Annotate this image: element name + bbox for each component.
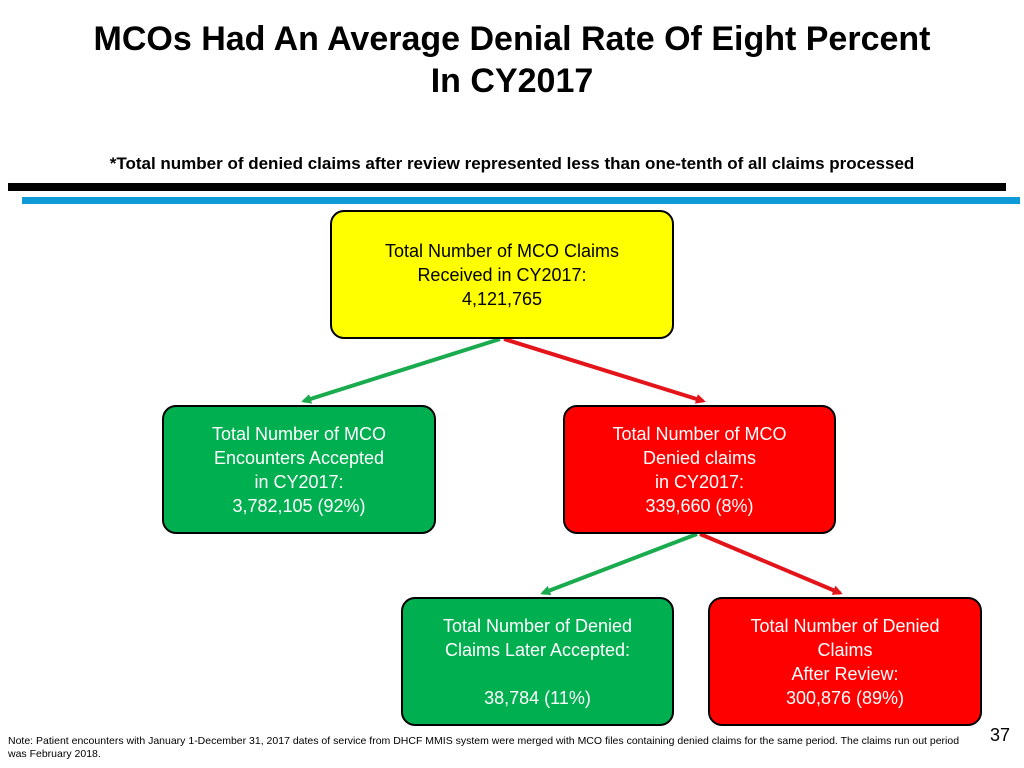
box-text-line: 300,876 (89%) (785, 687, 905, 708)
box-text-line: After Review: (791, 663, 899, 684)
claims-received-box: Total Number of MCO Claims Received in C… (330, 210, 674, 339)
footnote: Note: Patient encounters with January 1-… (8, 735, 960, 760)
box-text-line: in CY2017: (654, 471, 745, 492)
box-text-line: Total Number of MCO Claims (384, 240, 620, 261)
black-divider (8, 183, 1006, 191)
denied-later-accepted-box: Total Number of Denied Claims Later Acce… (401, 597, 674, 726)
slide-subtitle: *Total number of denied claims after rev… (109, 154, 915, 173)
box-text-line: Total Number of Denied (442, 615, 633, 636)
box-text-line: 4,121,765 (461, 288, 543, 309)
box-text-line: 339,660 (8%) (645, 495, 754, 516)
slide-title-line-1: MCOs Had An Average Denial Rate Of Eight… (93, 20, 931, 58)
box-text-line: Encounters Accepted (213, 447, 385, 468)
denied-after-review-box: Total Number of Denied Claims After Revi… (708, 597, 982, 726)
box-text-line: Total Number of MCO (211, 423, 387, 444)
arrow-denied-to-after-review (699, 532, 843, 595)
denied-claims-box: Total Number of MCO Denied claims in CY2… (563, 405, 836, 534)
box-text-line: Claims (817, 639, 873, 660)
arrow-received-to-accepted (301, 337, 501, 404)
page-number: 37 (990, 725, 1011, 745)
box-text-line: Total Number of MCO (612, 423, 787, 444)
box-text-line: Denied claims (642, 447, 757, 468)
box-text-line: Received in CY2017: (417, 264, 587, 285)
slide-title: MCOs Had An Average Denial Rate Of Eight… (0, 18, 1024, 102)
box-text-line: in CY2017: (254, 471, 344, 492)
arrow-denied-to-later-accepted (540, 532, 698, 596)
slide-title-line-2: In CY2017 (430, 62, 594, 100)
box-text-line: 38,784 (11%) (484, 687, 591, 708)
box-text-line: Total Number of Denied (750, 615, 940, 636)
encounters-accepted-box: Total Number of MCO Encounters Accepted … (162, 405, 436, 534)
box-text-line: 3,782,105 (92%) (232, 495, 366, 516)
box-text-line: Claims Later Accepted: (444, 639, 631, 660)
arrow-received-to-denied (503, 337, 706, 404)
blue-divider (22, 197, 1020, 204)
